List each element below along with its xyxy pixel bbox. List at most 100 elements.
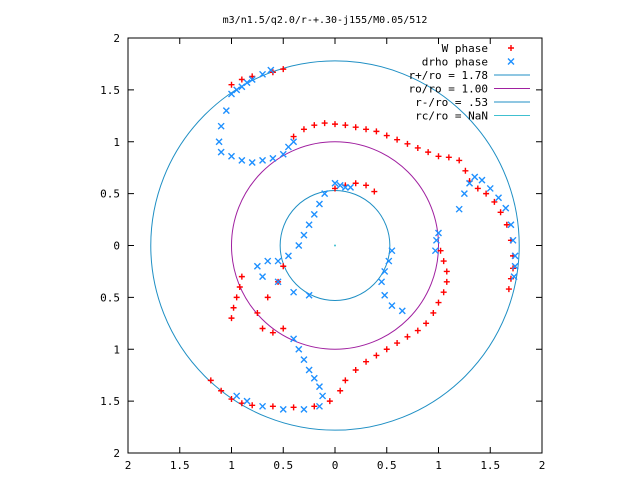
data-point xyxy=(431,247,439,255)
data-point xyxy=(259,156,267,164)
data-point xyxy=(471,173,479,181)
data-point xyxy=(511,262,519,270)
data-point xyxy=(341,183,349,191)
data-point xyxy=(430,309,437,316)
data-point xyxy=(388,302,396,310)
data-point xyxy=(363,182,370,189)
x-tick-label: 1.5 xyxy=(170,459,190,472)
y-tick-label: 2 xyxy=(113,447,120,460)
y-tick-label: 1.5 xyxy=(100,84,120,97)
data-point xyxy=(217,122,225,130)
data-point xyxy=(233,86,241,94)
data-point xyxy=(284,252,292,260)
data-point xyxy=(437,247,444,254)
data-point xyxy=(373,352,380,359)
x-tick-label: 2 xyxy=(125,459,132,472)
data-point xyxy=(228,152,235,160)
data-point xyxy=(315,402,323,410)
data-point xyxy=(290,288,298,296)
data-point xyxy=(326,398,333,405)
data-point xyxy=(432,236,440,244)
data-point xyxy=(300,405,308,413)
legend-label: rc/ro = NaN xyxy=(415,110,488,123)
data-point xyxy=(486,184,494,192)
data-point xyxy=(295,345,303,353)
data-point xyxy=(253,262,261,270)
data-point xyxy=(300,356,308,364)
data-point xyxy=(378,278,386,286)
data-point xyxy=(290,133,297,140)
data-point xyxy=(319,392,327,400)
data-point xyxy=(300,126,307,133)
data-point xyxy=(228,396,235,403)
data-point xyxy=(414,327,421,334)
data-point xyxy=(315,383,323,391)
data-point xyxy=(238,273,245,280)
data-point xyxy=(290,138,298,146)
data-point xyxy=(491,198,498,205)
data-point xyxy=(503,221,510,228)
x-tick-label: 1 xyxy=(435,459,442,472)
data-point xyxy=(315,200,323,208)
data-point xyxy=(363,358,370,365)
data-point xyxy=(347,183,355,191)
data-point xyxy=(259,273,267,281)
data-point xyxy=(455,205,463,213)
data-point xyxy=(337,387,344,394)
data-point xyxy=(236,284,243,290)
data-point xyxy=(425,149,432,156)
data-point xyxy=(310,210,318,218)
data-point xyxy=(474,185,481,192)
circle-r-ro xyxy=(150,60,520,431)
data-point xyxy=(222,107,230,115)
data-point xyxy=(483,190,490,197)
data-point xyxy=(284,143,292,151)
y-tick-label: 1 xyxy=(113,343,120,356)
data-point xyxy=(435,153,442,160)
data-point xyxy=(511,252,519,260)
data-point xyxy=(259,325,266,332)
data-point xyxy=(274,278,282,286)
data-point xyxy=(478,176,486,184)
data-point xyxy=(207,377,214,384)
data-point xyxy=(279,405,287,413)
y-tick-label: 0 xyxy=(113,240,120,253)
data-point xyxy=(321,120,328,127)
circle-ro-ro xyxy=(231,141,439,350)
data-point xyxy=(290,335,298,343)
data-point xyxy=(509,236,517,244)
data-point xyxy=(435,299,442,306)
legend-label: r-/ro = .53 xyxy=(415,96,488,109)
data-point xyxy=(233,392,241,400)
y-tick-label: 1.5 xyxy=(100,395,120,408)
data-point xyxy=(249,73,256,80)
series-drho-phase xyxy=(215,66,519,413)
chart-title: m3/n1.5/q2.0/r-+.30-j155/M0.05/512 xyxy=(223,15,428,26)
legend-label: drho phase xyxy=(422,56,488,69)
data-point xyxy=(331,179,339,187)
data-point xyxy=(352,180,359,187)
data-point xyxy=(269,329,276,336)
axis-ticks: 2 1.5 1 0.5 0 0.5 1 1.5 221.510.500.511.52 xyxy=(100,32,545,472)
data-point xyxy=(332,185,338,192)
rc-point xyxy=(334,244,336,247)
x-tick-label: 1.5 xyxy=(480,459,500,472)
data-point xyxy=(462,167,469,174)
y-tick-label: 1 xyxy=(113,136,120,149)
data-point xyxy=(435,229,442,237)
data-point xyxy=(269,154,277,162)
data-point xyxy=(466,179,474,187)
legend-marker xyxy=(508,45,514,51)
data-point xyxy=(259,70,267,78)
data-point xyxy=(305,291,313,299)
data-point xyxy=(502,204,510,212)
data-point xyxy=(423,320,430,327)
data-point xyxy=(373,128,380,135)
data-point xyxy=(311,122,318,129)
data-point xyxy=(290,404,297,411)
data-point xyxy=(352,124,359,131)
legend-label: ro/ro = 1.00 xyxy=(409,83,488,96)
data-point xyxy=(383,346,390,353)
